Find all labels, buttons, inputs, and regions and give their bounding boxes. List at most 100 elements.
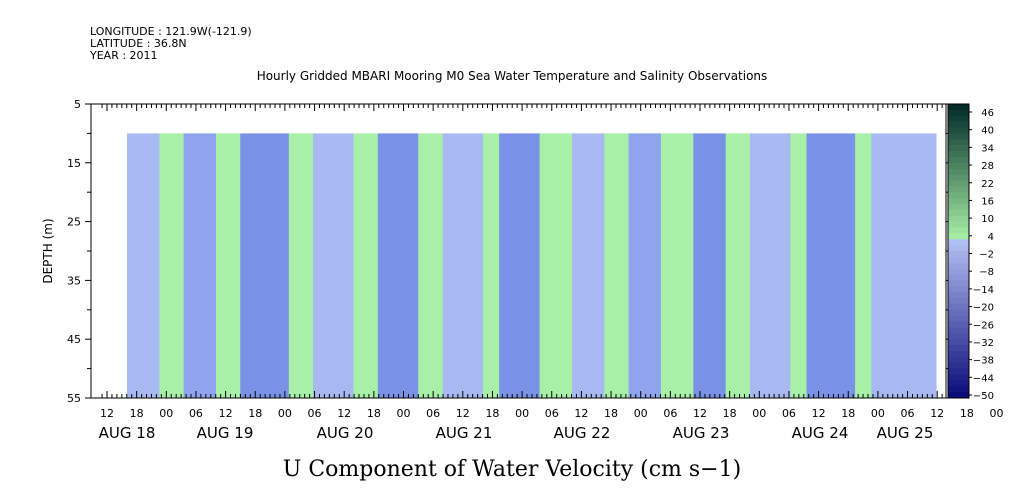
heatmap-band — [183, 133, 217, 398]
colorbar-tick-label: 46 — [981, 108, 994, 119]
x-day-tick-label: AUG 23 — [673, 424, 730, 442]
x-hour-tick-label: 00 — [634, 407, 648, 420]
colorbar-swatch — [948, 356, 969, 364]
x-hour-tick-label: 18 — [130, 407, 144, 420]
x-hour-tick-label: 00 — [397, 407, 411, 420]
heatmap-band — [377, 133, 419, 398]
colorbar-swatch — [948, 227, 969, 234]
colorbar-swatch — [948, 386, 969, 393]
x-hour-tick-label: 18 — [841, 407, 855, 420]
colorbar-tick-label: 16 — [981, 196, 994, 207]
colorbar-swatch — [948, 374, 969, 381]
colorbar-swatch — [948, 104, 969, 111]
colorbar-tick-label: −38 — [973, 356, 994, 367]
colorbar-swatch — [948, 209, 969, 217]
colorbar-swatch — [948, 186, 969, 193]
colorbar-swatch — [948, 198, 969, 205]
heatmap-band — [313, 133, 355, 398]
x-hour-tick-label: 12 — [456, 407, 470, 420]
heatmap-band — [215, 133, 241, 398]
colorbar-swatch — [948, 151, 969, 158]
colorbar-swatch — [948, 162, 969, 170]
x-day-tick-label: AUG 18 — [99, 424, 156, 442]
y-tick-label: 5 — [74, 98, 81, 111]
x-axis-title: U Component of Water Velocity (cm s−1) — [283, 457, 741, 482]
year-label: YEAR : 2011 — [89, 49, 158, 62]
longitude-label: LONGITUDE : 121.9W(-121.9) — [90, 25, 252, 38]
colorbar-tick-label: −44 — [973, 373, 994, 384]
colorbar-swatch — [948, 115, 969, 123]
colorbar-swatch — [948, 245, 969, 252]
colorbar-swatch — [948, 168, 969, 176]
x-hour-tick-label: 06 — [901, 407, 915, 420]
x-hour-tick-label: 18 — [485, 407, 499, 420]
colorbar-tick-label: 40 — [981, 126, 994, 137]
x-day-tick-label: AUG 20 — [317, 424, 374, 442]
heatmap-band — [353, 133, 379, 398]
chart-title: Hourly Gridded MBARI Mooring M0 Sea Wate… — [257, 69, 768, 83]
heatmap-band — [571, 133, 605, 398]
y-tick-label: 15 — [67, 157, 81, 170]
colorbar: 46 40 34 28 22 16 10 4 −2 −8 −14 −20 −26 −32 −38 −44 −50 — [947, 103, 994, 402]
x-hour-tick-label: 00 — [159, 407, 173, 420]
y-tick-label: 55 — [67, 392, 81, 405]
x-hour-tick-label: 06 — [663, 407, 677, 420]
latitude-label: LATITUDE : 36.8N — [90, 37, 187, 50]
x-hour-tick-label: 00 — [871, 407, 885, 420]
x-hour-tick-label: 06 — [189, 407, 203, 420]
x-hour-tick-label: 12 — [219, 407, 233, 420]
colorbar-swatch — [948, 274, 969, 281]
colorbar-swatch — [948, 333, 969, 340]
y-axis-label: DEPTH (m) — [41, 218, 55, 283]
x-hour-tick-label: 06 — [426, 407, 440, 420]
x-hour-tick-label: 12 — [337, 407, 351, 420]
heatmap-band — [855, 133, 872, 398]
x-hour-tick-label: 12 — [574, 407, 588, 420]
colorbar-swatch — [948, 174, 969, 181]
heatmap-band — [725, 133, 751, 398]
colorbar-swatch — [948, 221, 969, 228]
heatmap-band — [806, 133, 856, 398]
heatmap-band — [871, 133, 937, 398]
x-hour-tick-label: 12 — [100, 407, 114, 420]
x-hour-tick-label: 12 — [930, 407, 944, 420]
colorbar-swatch — [948, 139, 969, 146]
y-tick-label: 45 — [67, 333, 81, 346]
x-hour-tick-label: 12 — [812, 407, 826, 420]
colorbar-swatch — [948, 345, 969, 352]
colorbar-swatch — [948, 321, 969, 328]
colorbar-swatch — [948, 292, 969, 299]
heatmap-band — [693, 133, 727, 398]
colorbar-tick-label: −8 — [979, 267, 994, 278]
x-hour-tick-label: 18 — [248, 407, 262, 420]
heatmap-band — [660, 133, 694, 398]
colorbar-swatch — [948, 180, 969, 187]
heatmap-area — [127, 133, 937, 398]
colorbar-swatch — [948, 256, 969, 264]
colorbar-tick-label: 34 — [981, 143, 994, 154]
x-hour-tick-label: 18 — [604, 407, 618, 420]
colorbar-tick-label: 22 — [981, 179, 994, 190]
heatmap-band — [749, 133, 791, 398]
colorbar-swatch — [948, 368, 969, 375]
colorbar-swatch — [948, 298, 969, 305]
y-tick-label: 35 — [67, 274, 81, 287]
x-hour-tick-label: 06 — [782, 407, 796, 420]
colorbar-swatch — [948, 145, 969, 152]
colorbar-swatch — [948, 121, 969, 129]
x-hour-tick-label: 00 — [515, 407, 529, 420]
colorbar-tick-label: −26 — [973, 320, 994, 331]
heatmap-band — [604, 133, 630, 398]
colorbar-swatch — [948, 339, 969, 346]
colorbar-tick-label: 4 — [988, 232, 994, 243]
x-hour-tick-label: 00 — [752, 407, 766, 420]
colorbar-swatch — [948, 286, 969, 293]
colorbar-swatch — [948, 262, 969, 270]
colorbar-swatch — [948, 303, 969, 311]
colorbar-swatch — [948, 133, 969, 140]
colorbar-tick-label: −20 — [973, 303, 994, 314]
heatmap-band — [539, 133, 573, 398]
colorbar-swatch — [948, 350, 969, 358]
colorbar-swatch — [948, 203, 969, 211]
x-day-tick-label: AUG 19 — [197, 424, 254, 442]
